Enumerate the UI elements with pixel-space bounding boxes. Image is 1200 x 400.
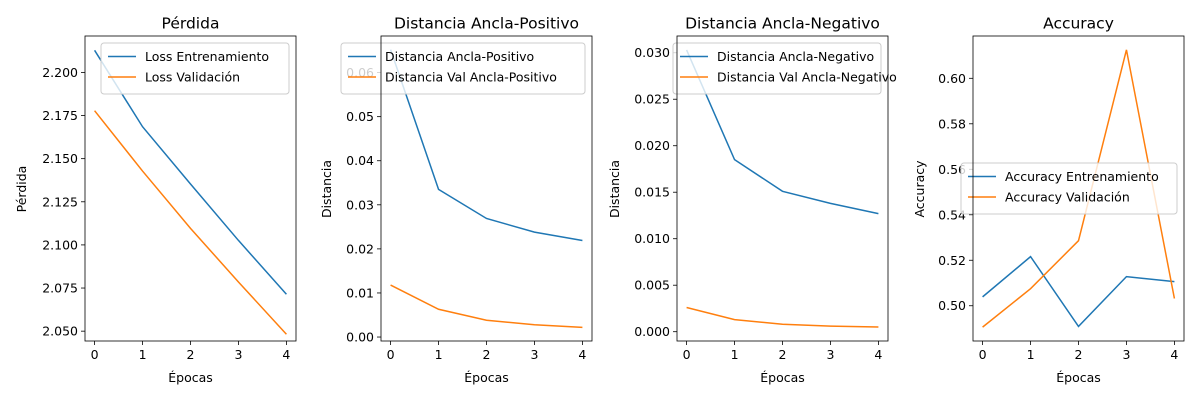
y-tick-label: 0.01 [346,285,374,300]
y-tick-label: 2.150 [42,151,78,166]
legend-label: Distancia Val Ancla-Positivo [385,70,557,85]
x-tick-label: 4 [578,347,586,362]
x-tick-label: 1 [731,347,739,362]
x-tick-label: 3 [234,347,242,362]
y-tick-label: 2.200 [42,65,78,80]
y-tick-label: 0.03 [346,197,374,212]
y-tick-label: 0.05 [346,109,374,124]
legend: Loss Entrenamiento Loss Validación [100,42,290,95]
y-tick-label: 0.04 [346,153,374,168]
subplot-accuracy-plot: 0 1 2 3 4 0.50 0.52 0.54 0.56 0.58 0.60 Accuracy En… [938,35,1185,362]
x-tick-label: 4 [1170,347,1178,362]
legend-label: Distancia Val Ancla-Negativo [717,70,897,85]
axes-frame [84,35,297,342]
x-tick-label: 3 [1122,347,1130,362]
subplot-loss-xlabel: Épocas [168,370,213,385]
subplot-anchor-positive-title: Distancia Ancla-Positivo [394,15,579,33]
subplot-accuracy-title: Accuracy [1043,15,1114,33]
y-tick-label: 2.125 [42,194,78,209]
x-tick-label: 1 [1027,347,1035,362]
y-tick-label: 0.025 [634,92,670,107]
x-tick-label: 0 [91,347,99,362]
legend-label: Accuracy Entrenamiento [1005,169,1159,184]
legend-box [672,42,882,95]
subplot-loss: Pérdida Épocas Pérdida 0 1 2 3 4 2.050 2.075 2.… [14,15,297,385]
legend-label: Loss Validación [145,70,240,85]
x-tick-label: 0 [387,347,395,362]
x-tick-label: 0 [979,347,987,362]
x-tick-label: 4 [874,347,882,362]
x-tick-label: 3 [530,347,538,362]
series-line-val [390,284,583,329]
y-tick-label: 2.050 [42,324,78,339]
x-tick-label: 1 [139,347,147,362]
y-tick-label: 0.030 [634,45,670,60]
y-tick-label: 2.075 [42,281,78,296]
series-line-train [685,49,879,215]
series-line-val [686,306,879,328]
legend: Distancia Ancla-Positivo Distancia Val An… [340,42,586,95]
legend: Distancia Ancla-Negativo Distancia Val An… [672,42,897,95]
y-tick-label: 0.005 [634,278,670,293]
subplot-anchor-positive-xlabel: Épocas [464,370,509,385]
subplot-accuracy: Accuracy Épocas Accuracy 0 1 2 3 4 0.50 0.52 0.… [912,15,1185,385]
y-tick-label: 2.100 [42,237,78,252]
x-tick-label: 0 [683,347,691,362]
y-tick-label: 0.60 [938,71,966,86]
x-tick-label: 2 [483,347,491,362]
y-tick-label: 0.00 [346,330,374,345]
y-tick-label: 2.175 [42,108,78,123]
subplot-anchor-negative-xlabel: Épocas [760,370,805,385]
y-tick-label: 0.52 [938,253,966,268]
subplot-loss-ylabel: Pérdida [14,166,29,213]
series-line-train [389,49,583,242]
subplot-anchor-negative-ylabel: Distancia [607,160,622,218]
x-tick-label: 1 [435,347,443,362]
series-line-train [982,255,1175,328]
legend-box [960,162,1178,215]
series-line-val [94,110,287,335]
legend-label: Distancia Ancla-Positivo [385,49,534,64]
x-tick-label: 4 [282,347,290,362]
legend-label: Accuracy Validación [1005,190,1130,205]
y-tick-label: 0.50 [938,298,966,313]
legend-label: Loss Entrenamiento [145,49,269,64]
x-tick-label: 2 [1075,347,1083,362]
subplot-anchor-negative-title: Distancia Ancla-Negativo [685,15,880,33]
series-line-val [982,49,1176,328]
subplot-anchor-positive-ylabel: Distancia [319,160,334,218]
series-line-train [93,49,287,295]
x-tick-label: 2 [779,347,787,362]
axes-frame [972,35,1185,342]
axes-frame [380,35,593,342]
y-tick-label: 0.015 [634,185,670,200]
x-tick-label: 3 [826,347,834,362]
subplot-loss-plot: 0 1 2 3 4 2.050 2.075 2.100 2.125 2.150 2.175 2.200… [42,35,297,362]
y-tick-label: 0.58 [938,116,966,131]
legend: Accuracy Entrenamiento Accuracy Validació… [960,162,1178,215]
subplot-accuracy-ylabel: Accuracy [912,160,927,218]
y-tick-label: 0.020 [634,138,670,153]
y-tick-label: 0.56 [938,162,966,177]
y-tick-label: 0.010 [634,231,670,246]
legend-label: Distancia Ancla-Negativo [717,49,874,64]
y-tick-label: 0.000 [634,324,670,339]
y-tick-label: 0.54 [938,207,966,222]
subplot-anchor-negative: Distancia Ancla-Negativo Épocas Distanci… [607,15,897,386]
x-tick-label: 2 [187,347,195,362]
subplot-loss-title: Pérdida [162,15,220,33]
y-tick-label: 0.02 [346,241,374,256]
subplot-anchor-positive-plot: 012340.000.010.020.030.040.050.06Distanc… [340,35,593,362]
subplot-anchor-positive: Distancia Ancla-Positivo Épocas Distanci… [319,15,593,385]
legend-box [100,42,290,95]
legend-box [340,42,586,95]
subplot-anchor-negative-plot: 0 1 2 3 4 0.000 0.005 0.010 0.015 0.020 0.025 0.030… [634,35,897,362]
axes-frame [676,35,889,342]
subplot-accuracy-xlabel: Épocas [1056,370,1101,385]
